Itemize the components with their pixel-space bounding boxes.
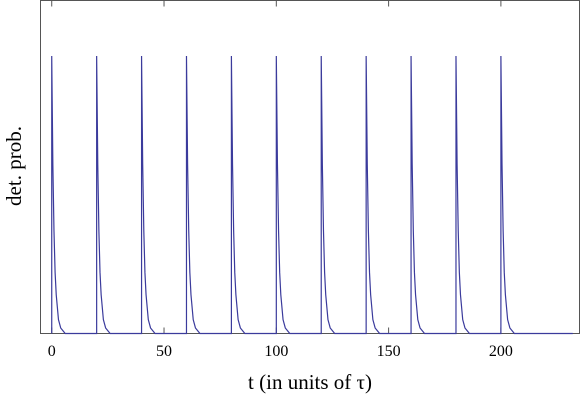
x-axis-label: t (in units of τ)	[248, 370, 372, 394]
x-tick-label: 50	[156, 343, 172, 360]
plot-frame	[40, 0, 580, 334]
y-axis-label: det. prob.	[2, 126, 26, 206]
x-tick-label: 0	[48, 343, 56, 360]
x-tick-label: 100	[264, 343, 288, 360]
x-tick-label: 150	[377, 343, 401, 360]
x-tick-label: 200	[489, 343, 513, 360]
data-line	[51, 55, 573, 335]
